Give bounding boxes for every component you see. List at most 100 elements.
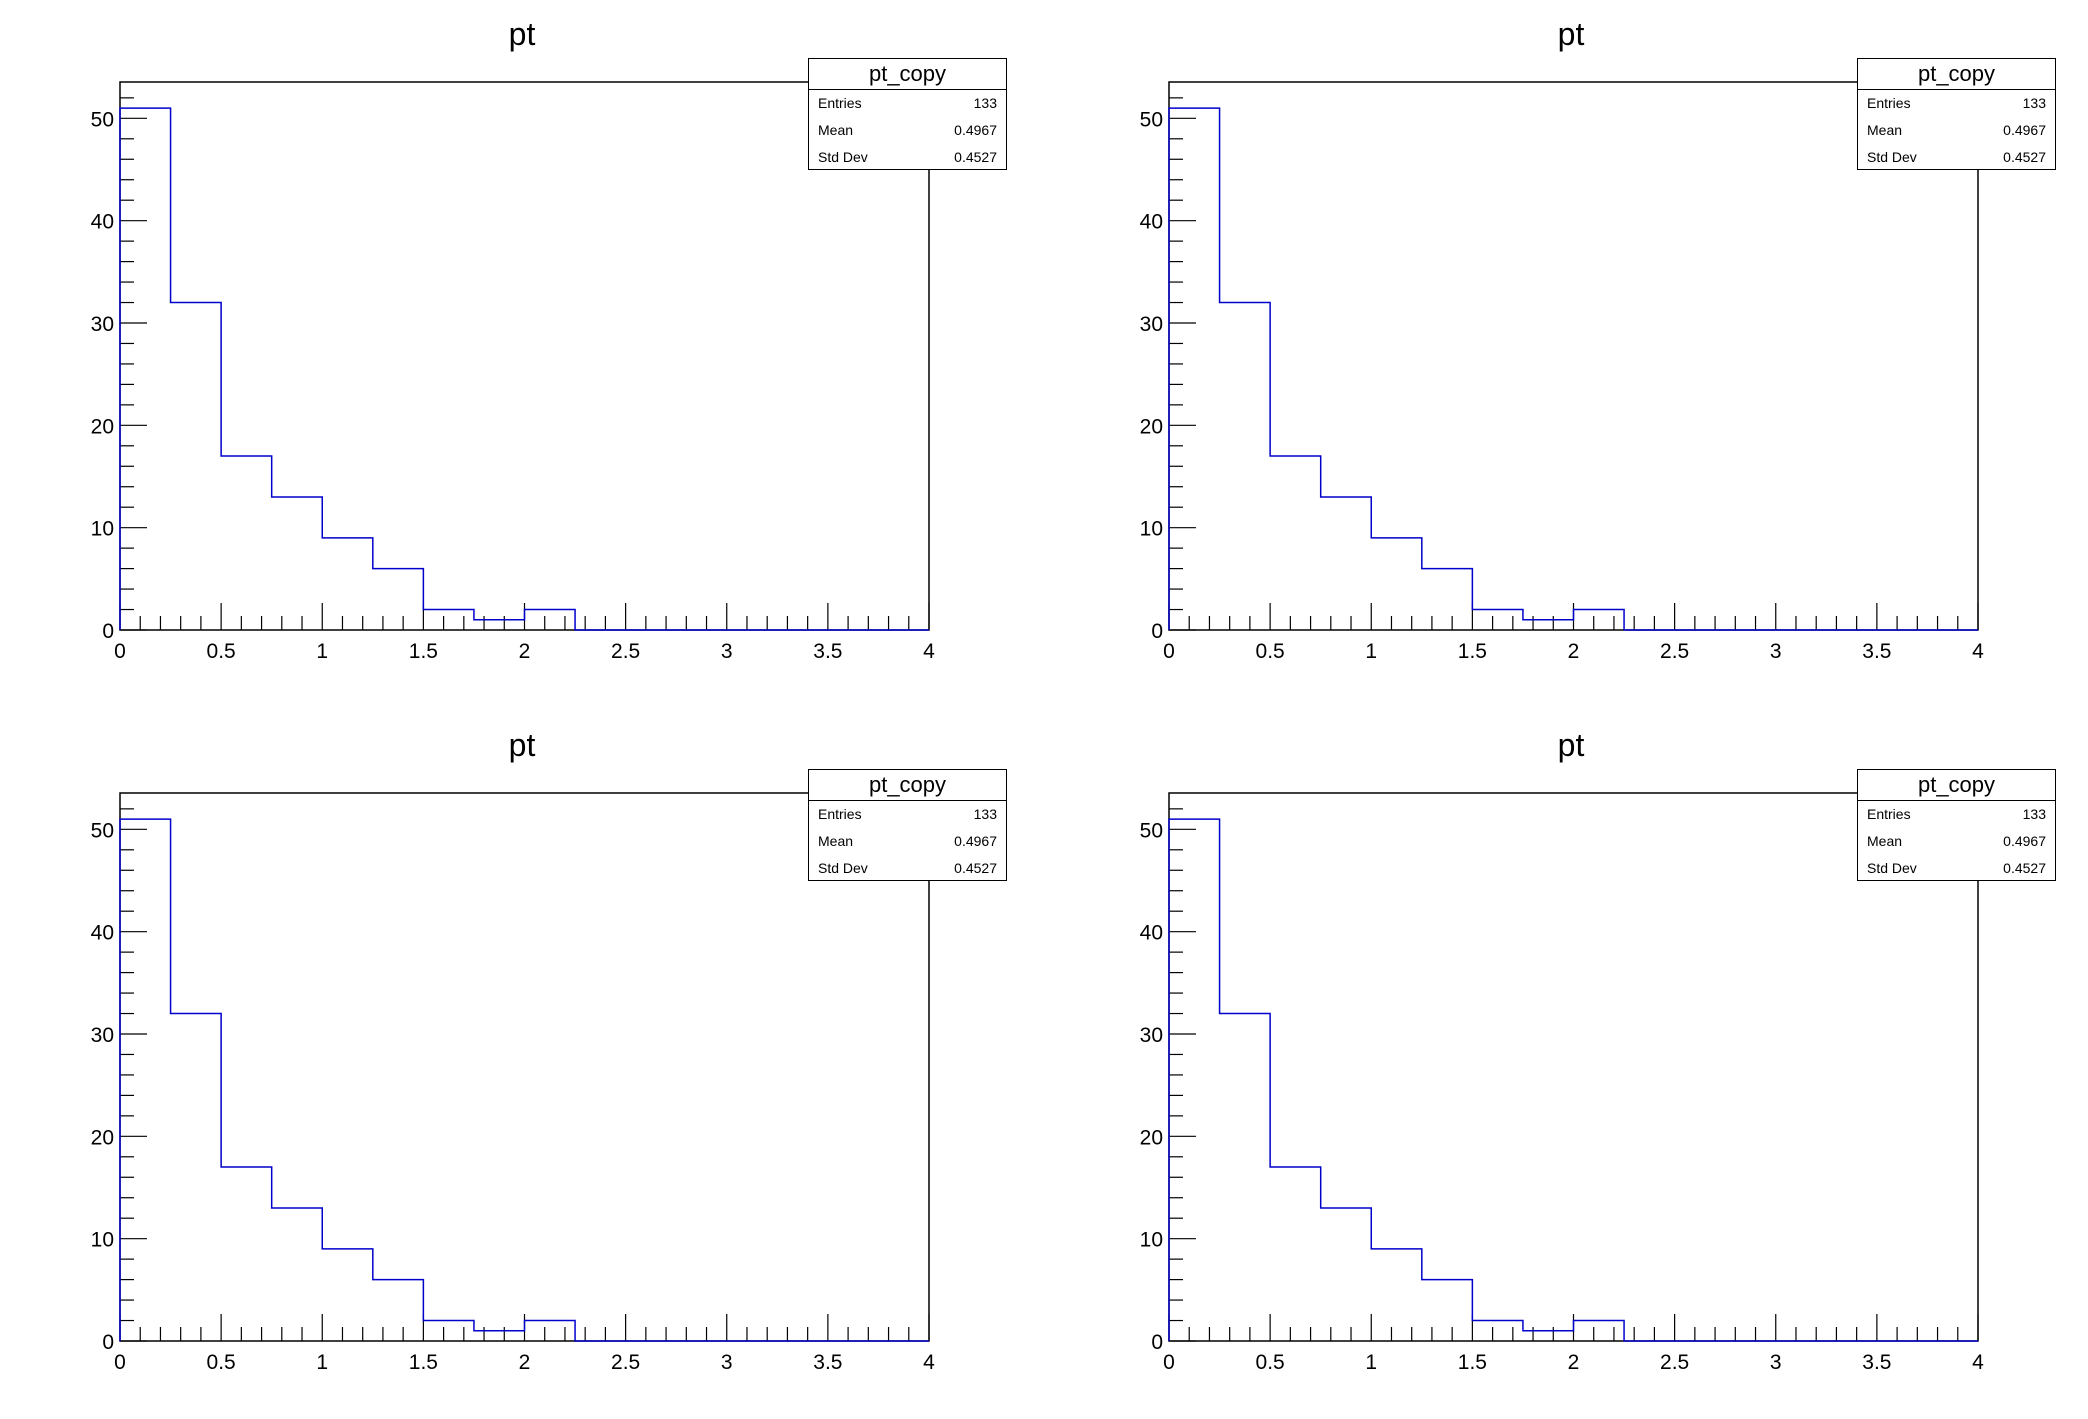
y-tick-label: 40 [1140, 922, 1163, 945]
y-tick-label: 10 [91, 518, 114, 541]
stats-label: Mean [1867, 122, 1903, 138]
histogram-bin [1220, 303, 1271, 630]
stats-value: 0.4527 [954, 149, 997, 165]
y-tick-label: 20 [1140, 415, 1163, 438]
histogram-bin [525, 610, 576, 630]
x-tick-label: 3.5 [1862, 1351, 1891, 1374]
histogram-bin [1270, 1167, 1321, 1341]
histogram-line [1168, 107, 1978, 631]
x-tick-label: 4 [923, 1351, 935, 1374]
y-tick-label: 20 [91, 415, 114, 438]
y-tick-label: 50 [1140, 819, 1163, 842]
histogram-bin [1422, 1280, 1473, 1341]
stats-value: 133 [2022, 806, 2046, 822]
y-tick-label: 50 [91, 819, 114, 842]
x-tick-label: 4 [1972, 640, 1984, 663]
histogram-bin [272, 497, 323, 630]
stats-value: 0.4967 [2003, 833, 2046, 849]
stats-row: Entries 133 [809, 90, 1006, 117]
x-tick-label: 1.5 [409, 1351, 438, 1374]
stats-value: 0.4527 [2003, 149, 2046, 165]
histogram-bin [221, 1167, 272, 1341]
histogram-bin [1321, 1208, 1372, 1341]
stats-value: 0.4967 [954, 833, 997, 849]
histogram-bin [1523, 620, 1574, 630]
x-tick-label: 4 [923, 640, 935, 663]
x-tick-label: 0 [114, 640, 126, 663]
histogram-bin [272, 1208, 323, 1341]
x-tick-label: 3.5 [813, 640, 842, 663]
y-tick-label: 30 [1140, 1024, 1163, 1047]
x-tick-label: 2 [519, 1351, 531, 1374]
stats-value: 0.4527 [2003, 860, 2046, 876]
y-tick-label: 40 [1140, 211, 1163, 234]
stats-row: Std Dev 0.4527 [809, 855, 1006, 882]
y-tick-label: 0 [102, 620, 114, 643]
histogram-bin [322, 1249, 373, 1341]
stats-label: Entries [818, 806, 862, 822]
histogram-line [1168, 818, 1978, 1342]
stats-row: Std Dev 0.4527 [809, 144, 1006, 171]
stats-name: pt_copy [1858, 59, 2055, 90]
stats-row: Entries 133 [1858, 90, 2055, 117]
histogram-bin [1169, 108, 1220, 630]
y-tick-label: 0 [1151, 620, 1163, 643]
histogram-bin [373, 569, 424, 630]
stats-row: Std Dev 0.4527 [1858, 855, 2055, 882]
histogram-bin [1270, 456, 1321, 630]
histogram-bin [221, 456, 272, 630]
histogram-bin [1574, 610, 1625, 630]
stats-value: 0.4527 [954, 860, 997, 876]
stats-row: Entries 133 [1858, 801, 2055, 828]
histogram-bin [1523, 1331, 1574, 1341]
stats-value: 133 [973, 95, 997, 111]
histogram-panel: 0 0.5 1 1.5 2 2.5 3 3.5 4 0 10 20 30 40 50 pt pt_copy Ent… [1049, 0, 2088, 708]
stats-label: Entries [818, 95, 862, 111]
x-tick-label: 2 [1568, 640, 1580, 663]
x-tick-label: 0.5 [1256, 640, 1285, 663]
y-tick-label: 30 [1140, 313, 1163, 336]
x-tick-label: 1 [316, 640, 328, 663]
stats-value: 133 [2022, 95, 2046, 111]
histogram-panel: 0 0.5 1 1.5 2 2.5 3 3.5 4 0 10 20 30 40 50 pt pt_copy Ent… [0, 711, 1044, 1419]
y-tick-label: 10 [1140, 518, 1163, 541]
x-tick-label: 0 [1163, 640, 1175, 663]
histogram-bin [120, 108, 171, 630]
x-tick-label: 0.5 [207, 640, 236, 663]
stats-name: pt_copy [809, 770, 1006, 801]
plot-title: pt [508, 727, 536, 763]
histogram-bin [1371, 538, 1422, 630]
x-tick-label: 0 [1163, 1351, 1175, 1374]
stats-row: Mean 0.4967 [809, 117, 1006, 144]
stats-value: 133 [973, 806, 997, 822]
plot-title: pt [1557, 16, 1585, 52]
histogram-bin [322, 538, 373, 630]
y-tick-label: 10 [1140, 1229, 1163, 1252]
x-tick-label: 3 [1770, 1351, 1782, 1374]
histogram-bin [474, 1331, 525, 1341]
stats-label: Mean [818, 833, 854, 849]
histogram-bin [423, 610, 474, 630]
histogram-bin [120, 819, 171, 1341]
stats-label: Std Dev [818, 149, 868, 165]
stats-label: Entries [1867, 95, 1911, 111]
x-tick-label: 1.5 [409, 640, 438, 663]
x-tick-label: 3.5 [813, 1351, 842, 1374]
x-tick-label: 3 [721, 640, 733, 663]
plot-title: pt [1557, 727, 1585, 763]
stats-name: pt_copy [1858, 770, 2055, 801]
stats-row: Std Dev 0.4527 [1858, 144, 2055, 171]
stats-value: 0.4967 [954, 122, 997, 138]
stats-box: pt_copy Entries 133 Mean 0.4967 Std Dev 0.4527 [1857, 769, 2056, 881]
stats-box: pt_copy Entries 133 Mean 0.4967 Std Dev 0.4527 [808, 58, 1007, 170]
stats-label: Std Dev [818, 860, 868, 876]
y-tick-label: 30 [91, 313, 114, 336]
stats-value: 0.4967 [2003, 122, 2046, 138]
histogram-bin [1422, 569, 1473, 630]
x-tick-label: 3 [721, 1351, 733, 1374]
x-tick-label: 2.5 [1660, 640, 1689, 663]
stats-label: Mean [818, 122, 854, 138]
histogram-line [119, 818, 929, 1342]
x-tick-label: 1.5 [1458, 1351, 1487, 1374]
